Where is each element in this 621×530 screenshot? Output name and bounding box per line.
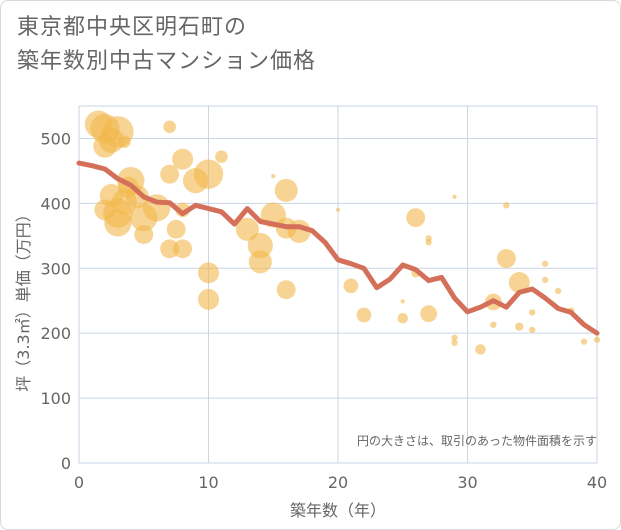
x-tick-label: 0 <box>74 473 84 492</box>
data-bubble <box>343 278 359 294</box>
data-bubble <box>425 239 432 246</box>
axis-layer: 0 100 200 300 400 500 0 10 20 30 40 <box>40 129 607 492</box>
data-bubble <box>490 321 497 328</box>
data-bubble <box>397 313 408 324</box>
data-bubble <box>503 202 510 209</box>
data-bubble <box>134 225 154 244</box>
y-axis-label: 坪（3.3㎡）単価（万円） <box>14 206 33 391</box>
y-tick-label: 500 <box>40 129 71 148</box>
data-bubble <box>104 209 132 237</box>
data-bubble <box>160 164 180 184</box>
data-bubble <box>336 207 340 212</box>
data-bubble <box>173 239 193 259</box>
data-bubble <box>274 178 298 202</box>
data-bubble <box>508 272 530 294</box>
y-tick-label: 100 <box>40 389 71 408</box>
data-bubble <box>198 288 219 310</box>
data-bubble <box>125 185 149 209</box>
chart-title-line-1: 東京都中央区明石町の <box>17 15 248 40</box>
data-bubble <box>593 336 601 343</box>
data-bubble <box>529 309 536 316</box>
data-bubble <box>451 339 458 347</box>
data-bubble <box>451 334 458 341</box>
x-axis-label: 築年数（年） <box>290 501 386 520</box>
data-bubble <box>475 344 486 355</box>
y-tick-label: 300 <box>40 259 71 278</box>
data-bubble <box>172 148 194 170</box>
data-bubble <box>515 322 524 331</box>
data-bubble <box>163 120 176 134</box>
y-tick-label: 0 <box>61 454 71 473</box>
x-tick-label: 30 <box>457 473 477 492</box>
data-bubble <box>235 217 259 241</box>
data-bubble <box>198 262 219 284</box>
data-bubble <box>160 239 180 259</box>
data-bubble <box>542 260 549 267</box>
data-bubble <box>276 280 296 300</box>
data-bubble <box>247 232 273 259</box>
x-tick-label: 20 <box>328 473 348 492</box>
data-bubble <box>452 194 457 199</box>
data-bubble <box>356 307 372 323</box>
data-bubble <box>420 305 438 323</box>
data-bubble <box>271 174 276 179</box>
data-bubble <box>215 150 228 163</box>
bubble-size-note: 円の大きさは、取引のあった物件面積を示す <box>357 433 597 448</box>
chart-title: 東京都中央区明石町の 築年数別中古マンション価格 <box>17 11 316 79</box>
data-bubble <box>555 287 562 295</box>
data-bubble <box>193 159 224 189</box>
data-bubble <box>406 208 426 228</box>
data-bubble <box>542 276 549 284</box>
y-tick-label: 400 <box>40 194 71 213</box>
data-bubble <box>166 219 186 239</box>
data-bubble <box>580 338 588 345</box>
data-bubble <box>400 299 405 304</box>
chart-title-line-2: 築年数別中古マンション価格 <box>17 49 317 74</box>
data-bubble <box>496 249 516 268</box>
bubble-layer <box>84 110 601 355</box>
data-bubble <box>118 135 131 148</box>
data-bubble <box>248 250 272 274</box>
data-bubble <box>529 326 536 334</box>
x-tick-label: 40 <box>587 473 607 492</box>
x-tick-label: 10 <box>198 473 218 492</box>
average-price-line <box>76 160 600 336</box>
y-tick-label: 200 <box>40 324 71 343</box>
